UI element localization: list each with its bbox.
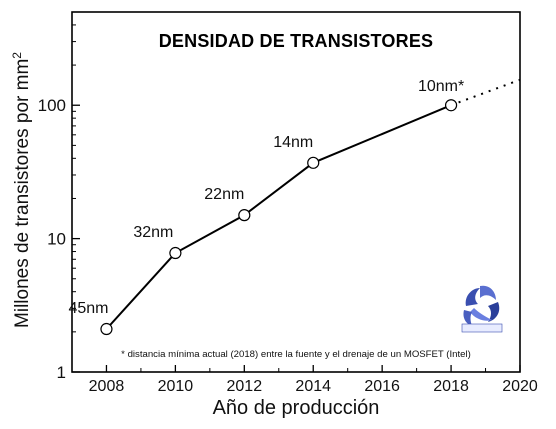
y-axis-label-superscript: 2 [9,52,24,59]
y-axis-ticks: 1 10 100 [38,11,80,382]
x-tick-label: 2010 [158,378,194,395]
x-tick-label: 2016 [364,378,400,395]
data-label: 22nm [204,186,244,203]
data-label: 10nm* [418,78,464,95]
data-point [307,156,320,169]
data-label: 14nm [273,134,313,151]
x-axis-label: Año de producción [212,397,380,419]
x-tick-label: 2014 [295,378,331,395]
data-point [238,209,251,222]
data-point [169,246,182,260]
y-axis-label-wrap: Millones de transistores por mm2 [2,10,42,370]
plot-border [71,11,521,373]
chart-title: DENSIDAD DE TRANSISTORES [158,31,434,51]
data-point [100,322,113,336]
data-label: 32nm [133,224,173,241]
data-label: 45nm [68,300,108,317]
x-tick-label: 2008 [89,378,125,395]
footnote: * distancia mínima actual (2018) entre l… [121,349,471,360]
y-axis-label: Millones de transistores por mm2 [9,52,34,328]
y-tick-label: 100 [38,96,66,115]
x-axis-ticks: 2008 2010 2012 2014 2016 2018 2020 [71,365,538,395]
y-tick-label: 1 [57,363,66,382]
x-tick-label: 2012 [227,378,263,395]
plot-frame [71,11,521,373]
x-tick-label: 2018 [433,378,469,395]
data-point [444,99,458,112]
x-tick-label: 2020 [502,378,538,395]
inaoe-logo [461,285,503,333]
y-tick-label: 10 [47,230,66,249]
series-layer: 45nm 32nm 22nm 14nm 10nm* [68,78,521,336]
